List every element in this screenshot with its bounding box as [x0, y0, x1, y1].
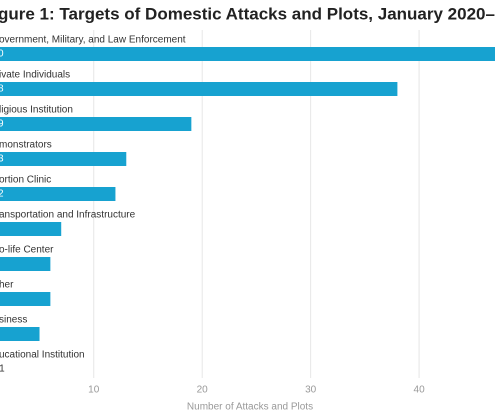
x-tick-label: 40: [414, 385, 426, 396]
category-label: monstrators: [0, 140, 52, 151]
bar: [0, 292, 51, 306]
category-label: ucational Institution: [0, 350, 85, 361]
value-label: 3: [0, 154, 4, 165]
category-label: her: [0, 280, 14, 291]
chart-title: gure 1: Targets of Domestic Attacks and …: [0, 4, 495, 23]
bar: [0, 82, 398, 96]
value-label: 8: [0, 84, 4, 95]
bar: [0, 117, 192, 131]
category-label: ivate Individuals: [0, 70, 70, 81]
category-label: ansportation and Infrastructure: [0, 210, 136, 221]
x-axis-title: Number of Attacks and Plots: [187, 402, 313, 413]
bar: [0, 222, 62, 236]
value-label: 1: [0, 364, 5, 375]
bar: [0, 187, 116, 201]
category-label: o-life Center: [0, 245, 54, 256]
x-tick-label: 20: [197, 385, 209, 396]
bar: [0, 47, 495, 61]
x-tick-label: 30: [305, 385, 317, 396]
category-label: ortion Clinic: [0, 175, 51, 186]
value-label: 9: [0, 119, 4, 130]
bar: [0, 152, 127, 166]
category-label: overnment, Military, and Law Enforcement: [0, 35, 186, 46]
x-tick-label: 10: [88, 385, 100, 396]
bar: [0, 327, 40, 341]
value-label: 2: [0, 189, 4, 200]
value-label: 0: [0, 49, 4, 60]
category-label: siness: [0, 315, 27, 326]
category-label: ligious Institution: [0, 105, 73, 116]
bar: [0, 257, 51, 271]
